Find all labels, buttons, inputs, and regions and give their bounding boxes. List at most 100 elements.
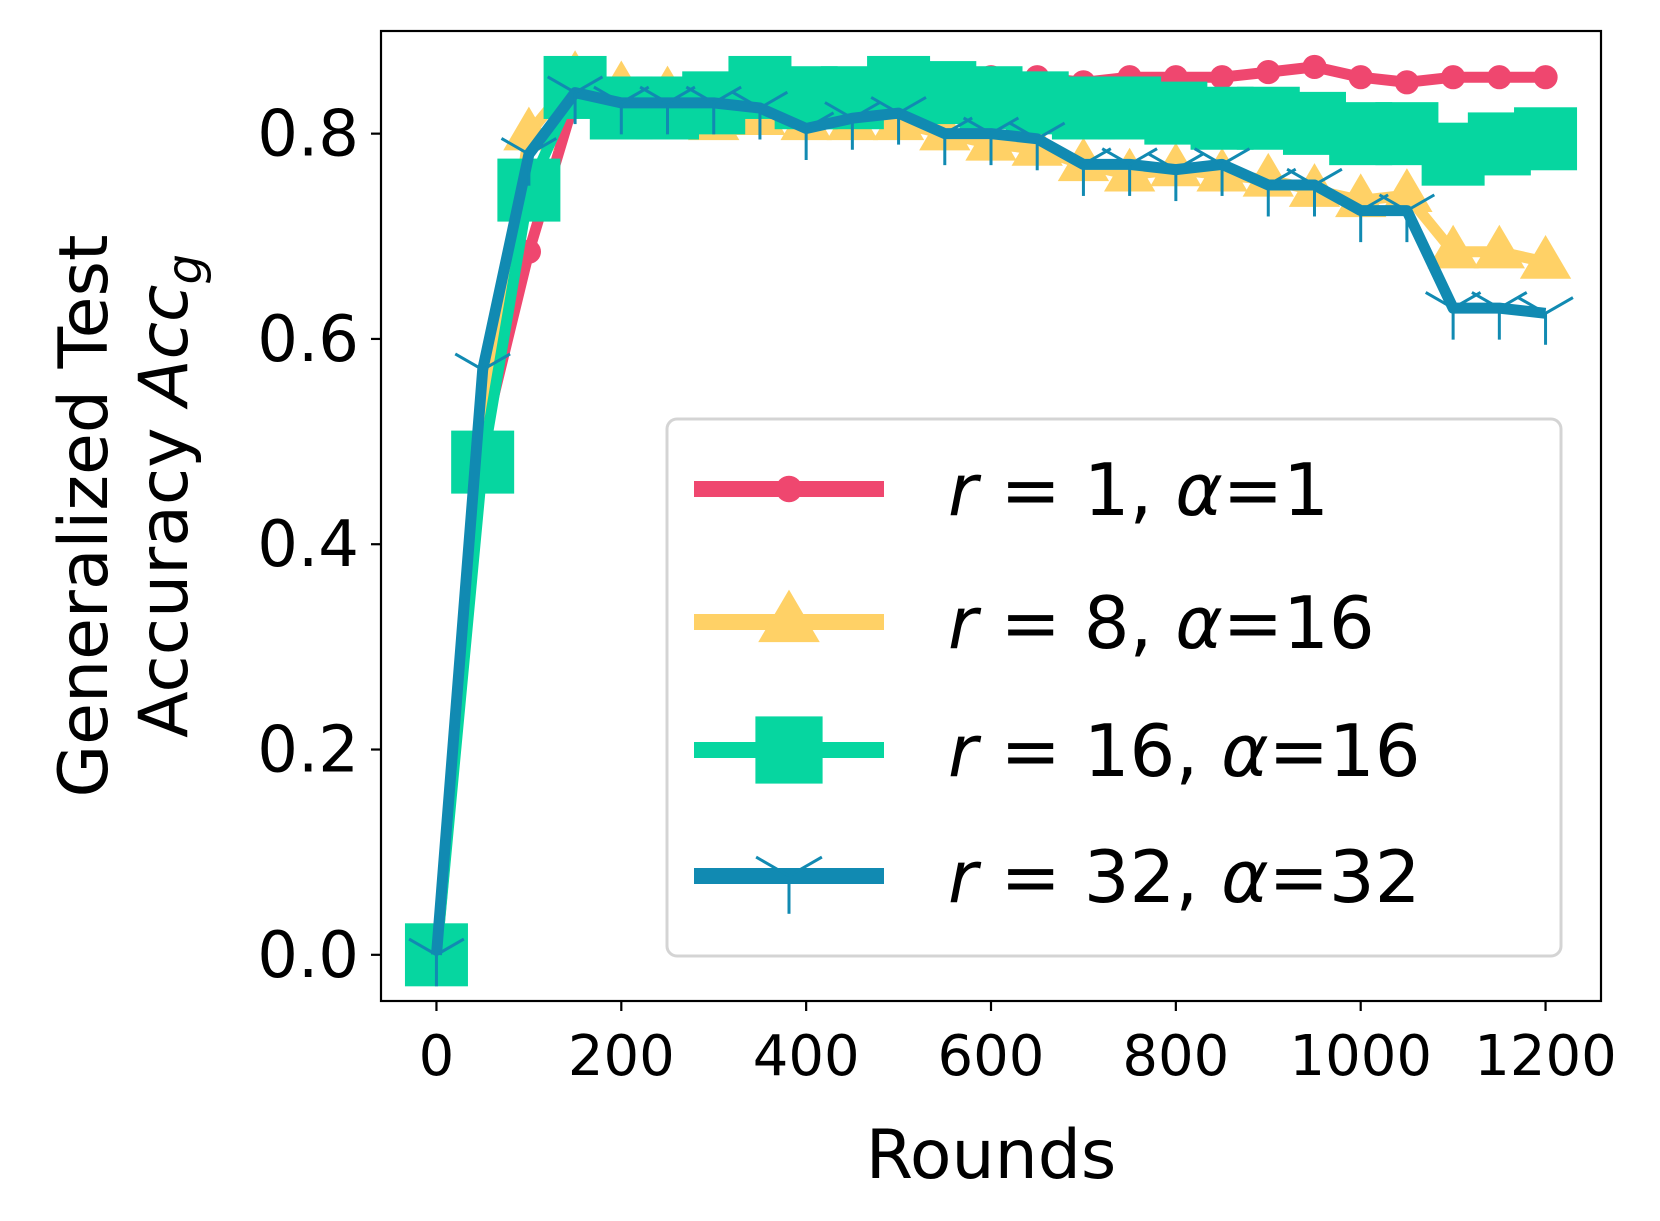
legend-entry-1: r = 1, α=1 xyxy=(694,448,1329,532)
marker-stroke xyxy=(712,85,742,105)
series-layer xyxy=(404,50,1578,987)
y-axis: 0.0 0.2 0.4 0.6 0.8 xyxy=(257,98,381,993)
marker-stroke xyxy=(759,90,789,110)
y-tick-label: 0.8 xyxy=(257,98,359,172)
data-point xyxy=(1147,152,1205,202)
marker-stroke xyxy=(1424,291,1454,310)
marker-stroke xyxy=(1406,193,1436,212)
x-axis: 0 200 400 600 800 1000 1200 xyxy=(419,1001,1617,1089)
marker-stroke xyxy=(1221,147,1251,166)
marker-stroke xyxy=(454,352,484,372)
marker-stroke xyxy=(962,116,992,135)
legend-label-tail: =1 xyxy=(1223,448,1329,532)
legend-marker xyxy=(775,475,803,503)
data-point xyxy=(1378,193,1436,243)
legend-label-greek: α xyxy=(1175,448,1222,532)
legend-label-tail: =16 xyxy=(1269,709,1421,793)
data-point xyxy=(1381,168,1433,212)
data-point xyxy=(731,90,789,140)
marker-stroke xyxy=(1128,147,1158,166)
data-point xyxy=(1471,291,1528,340)
data-point xyxy=(1514,107,1578,171)
y-axis-title-line2-text: Accuracy xyxy=(125,406,204,738)
legend-entry-2: r = 8, α=16 xyxy=(694,581,1375,665)
y-tick-label: 0.2 xyxy=(257,714,359,788)
data-point xyxy=(1533,65,1558,90)
marker-stroke xyxy=(1101,147,1131,166)
series-4 xyxy=(408,75,1574,987)
legend-box xyxy=(665,417,1563,958)
data-point xyxy=(1286,167,1343,217)
marker-stroke xyxy=(777,111,807,130)
data-point xyxy=(1256,59,1281,85)
legend-label-mid: = 8, xyxy=(978,581,1176,665)
y-tick-label: 0.6 xyxy=(257,303,359,377)
marker-stroke xyxy=(990,116,1020,135)
marker-stroke xyxy=(1378,193,1408,212)
marker-stroke xyxy=(755,855,790,878)
series-3 xyxy=(404,55,1578,987)
data-point xyxy=(777,111,835,161)
x-tick-label: 1200 xyxy=(1474,1024,1617,1089)
marker-stroke xyxy=(731,90,761,110)
marker-stroke xyxy=(916,116,946,135)
marker-stroke xyxy=(500,137,530,156)
marker-stroke xyxy=(870,96,900,115)
legend-label-greek: α xyxy=(1221,835,1268,919)
legend-label-greek: α xyxy=(1221,709,1268,793)
data-point xyxy=(1193,147,1251,196)
marker-stroke xyxy=(1055,147,1085,166)
marker-stroke xyxy=(639,85,669,105)
data-point xyxy=(870,96,927,145)
data-point xyxy=(1427,224,1479,269)
legend-label: r = 32, α=32 xyxy=(948,835,1421,919)
marker-stroke xyxy=(1332,193,1362,212)
data-point xyxy=(1473,224,1525,269)
legend-label-mid: = 32, xyxy=(978,835,1222,919)
legend: r = 1, α=1r = 8, α=16r = 16, α=16r = 32,… xyxy=(665,417,1563,958)
marker-stroke xyxy=(1517,296,1547,315)
marker-stroke xyxy=(1193,147,1223,166)
legend-label-var: r xyxy=(948,709,982,793)
data-point xyxy=(454,352,511,402)
data-point xyxy=(451,430,515,494)
data-point xyxy=(1519,234,1572,279)
marker-stroke xyxy=(1147,152,1177,171)
y-axis-title-line1: Generalized Test xyxy=(45,234,124,797)
y-axis-title-line2: Accuracy Accg xyxy=(125,254,213,738)
data-point xyxy=(1101,147,1158,196)
marker-stroke xyxy=(593,85,623,105)
marker-stroke xyxy=(897,96,927,115)
x-tick-label: 600 xyxy=(938,1024,1045,1089)
data-point xyxy=(1394,70,1420,95)
marker-stroke xyxy=(546,75,576,94)
legend-marker xyxy=(755,716,823,784)
marker-stroke xyxy=(788,855,823,878)
x-tick-label: 1000 xyxy=(1289,1024,1432,1089)
data-point xyxy=(1302,54,1327,80)
x-tick-label: 200 xyxy=(568,1024,675,1089)
legend-entry-3: r = 16, α=16 xyxy=(694,709,1421,793)
marker-stroke xyxy=(435,937,465,957)
legend-entries: r = 1, α=1r = 8, α=16r = 16, α=16r = 32,… xyxy=(694,448,1421,919)
y-tick-label: 0.0 xyxy=(257,919,359,993)
data-point xyxy=(824,101,881,150)
marker-stroke xyxy=(1009,121,1038,141)
marker-stroke xyxy=(1544,296,1574,315)
data-point xyxy=(1348,65,1373,90)
marker-stroke xyxy=(805,111,835,130)
legend-label-var: r xyxy=(948,581,982,665)
legend-label-tail: =16 xyxy=(1223,581,1375,665)
legend-marker xyxy=(758,589,820,643)
legend-label-var: r xyxy=(948,835,982,919)
y-axis-title-math: Acc xyxy=(125,285,204,410)
data-point xyxy=(1009,121,1066,171)
legend-label-var: r xyxy=(948,448,982,532)
marker-stroke xyxy=(481,352,511,372)
data-point xyxy=(962,116,1020,166)
marker-stroke xyxy=(1498,291,1528,310)
x-tick-label: 400 xyxy=(753,1024,860,1089)
marker-stroke xyxy=(824,101,854,120)
marker-stroke xyxy=(574,75,604,94)
